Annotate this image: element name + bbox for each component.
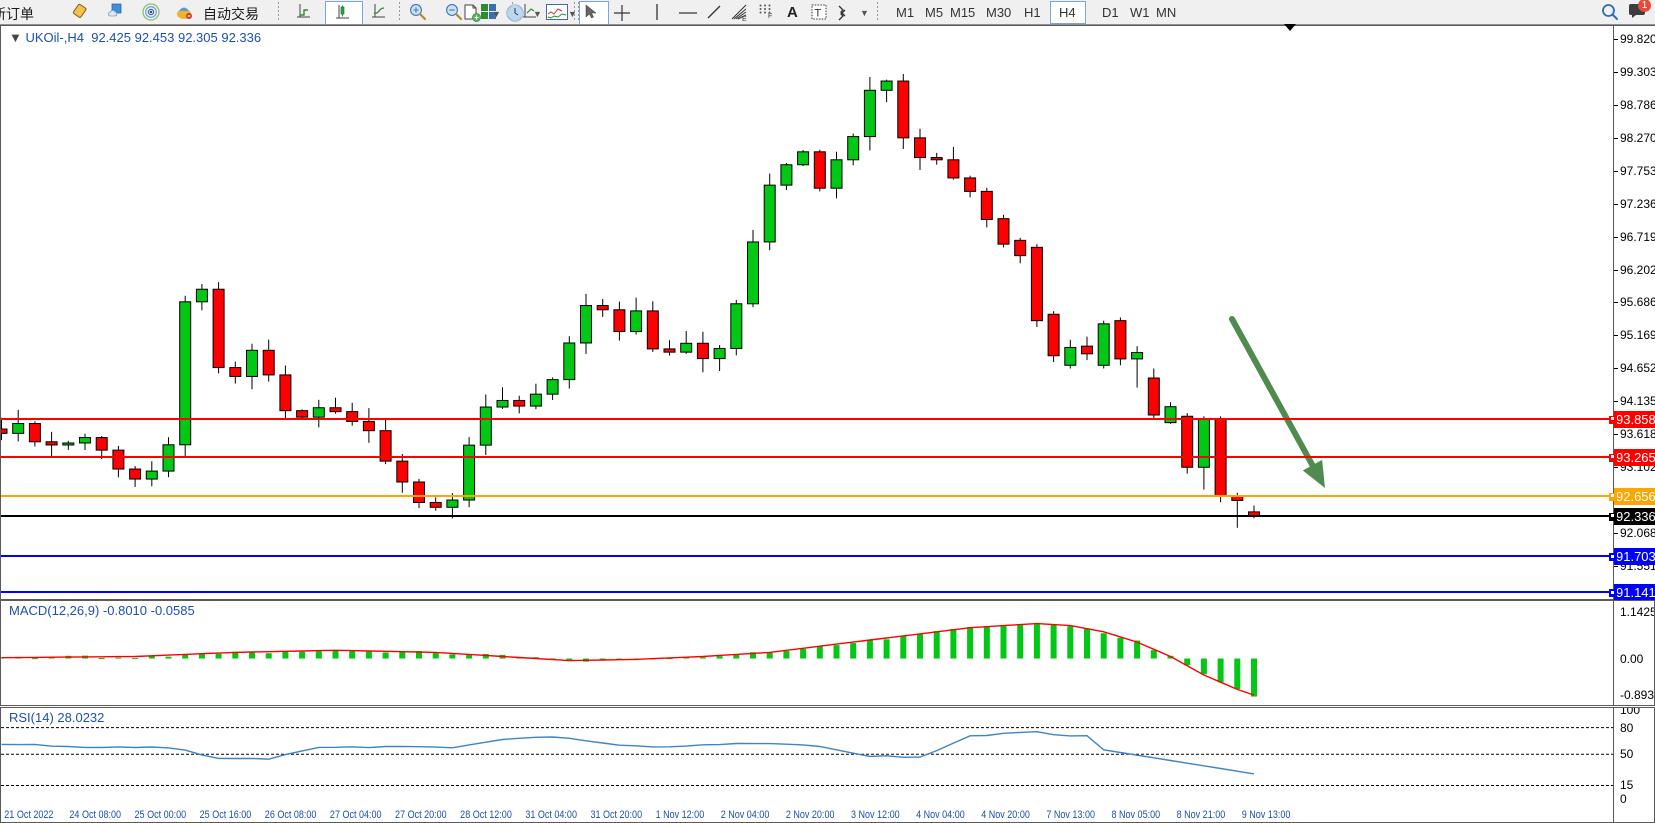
svg-text:F: F	[768, 13, 772, 18]
svg-text:E: E	[742, 16, 747, 22]
svg-text:T: T	[815, 8, 822, 20]
